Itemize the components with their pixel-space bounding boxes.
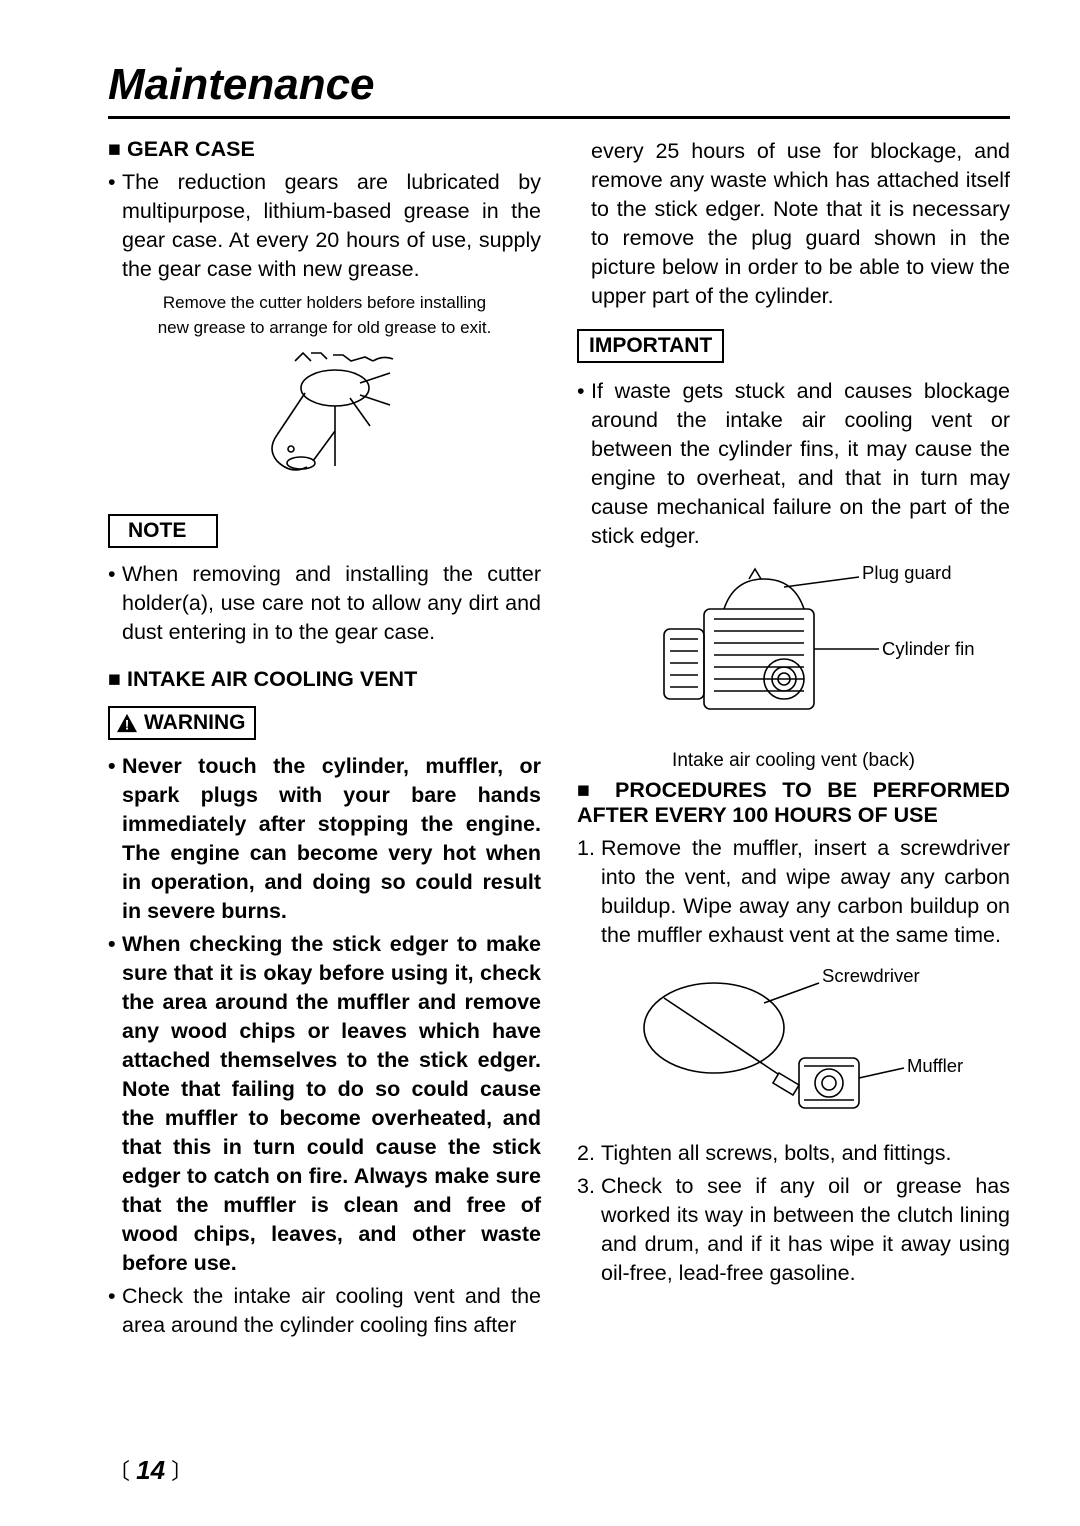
gear-case-heading: GEAR CASE xyxy=(108,137,541,162)
figure-caption-line1: Remove the cutter holders before install… xyxy=(108,292,541,313)
bullet-mark: • xyxy=(108,930,122,1278)
procedure-item-2: 2. Tighten all screws, bolts, and fittin… xyxy=(577,1139,1010,1168)
continuation-text: every 25 hours of use for blockage, and … xyxy=(577,137,1010,311)
bullet-mark: • xyxy=(108,168,122,284)
warning-box: ! WARNING xyxy=(108,706,256,740)
screwdriver-label: Screwdriver xyxy=(822,965,920,986)
bullet-mark: • xyxy=(577,377,591,551)
procedure-number: 1. xyxy=(577,834,601,950)
bullet-mark: • xyxy=(108,560,122,647)
gear-case-bullet: • The reduction gears are lubricated by … xyxy=(108,168,541,284)
page-title: Maintenance xyxy=(108,60,1010,110)
procedure-text-2: Tighten all screws, bolts, and fittings. xyxy=(601,1139,1010,1168)
procedure-number: 2. xyxy=(577,1139,601,1168)
procedure-text-3: Check to see if any oil or grease has wo… xyxy=(601,1172,1010,1288)
important-text: If waste gets stuck and causes blockage … xyxy=(591,377,1010,551)
note-bullet: • When removing and installing the cutte… xyxy=(108,560,541,647)
muffler-illustration: Screwdriver Muffler xyxy=(604,958,984,1128)
engine-illustration: Plug guard Cylinder fin xyxy=(604,559,984,739)
figure-gear-case: Remove the cutter holders before install… xyxy=(108,292,541,498)
warning-text-1: Never touch the cylinder, muffler, or sp… xyxy=(122,752,541,926)
cylinder-fin-label: Cylinder fin xyxy=(882,638,975,659)
bullet-mark: • xyxy=(108,1282,122,1340)
note-box: NOTE xyxy=(108,514,218,548)
warning-bullet-1: • Never touch the cylinder, muffler, or … xyxy=(108,752,541,926)
procedures-heading: PROCEDURES TO BE PERFORMED AFTER EVERY 1… xyxy=(577,778,1010,828)
warning-bullet-2: • When checking the stick edger to make … xyxy=(108,930,541,1278)
warning-bullet-3: • Check the intake air cooling vent and … xyxy=(108,1282,541,1340)
intake-heading: INTAKE AIR COOLING VENT xyxy=(108,667,541,692)
warning-triangle-icon: ! xyxy=(116,713,138,733)
procedure-item-3: 3. Check to see if any oil or grease has… xyxy=(577,1172,1010,1288)
svg-text:!: ! xyxy=(125,717,130,732)
figure-caption-line2: new grease to arrange for old grease to … xyxy=(108,317,541,338)
procedure-item-1: 1. Remove the muffler, insert a screwdri… xyxy=(577,834,1010,950)
warning-text-2: When checking the stick edger to make su… xyxy=(122,930,541,1278)
left-column: GEAR CASE • The reduction gears are lubr… xyxy=(108,137,541,1344)
plug-guard-label: Plug guard xyxy=(862,562,951,583)
page-number: 〔 14 〕 xyxy=(108,1454,193,1486)
warning-label: WARNING xyxy=(144,711,246,735)
muffler-label: Muffler xyxy=(907,1055,963,1076)
figure-muffler: Screwdriver Muffler xyxy=(577,958,1010,1133)
important-box: IMPORTANT xyxy=(577,329,724,363)
content-columns: GEAR CASE • The reduction gears are lubr… xyxy=(108,137,1010,1344)
title-rule xyxy=(108,116,1010,119)
gear-case-illustration xyxy=(185,343,465,493)
right-column: every 25 hours of use for blockage, and … xyxy=(577,137,1010,1344)
important-bullet: • If waste gets stuck and causes blockag… xyxy=(577,377,1010,551)
procedure-text-1: Remove the muffler, insert a screwdriver… xyxy=(601,834,1010,950)
bullet-mark: • xyxy=(108,752,122,926)
procedure-number: 3. xyxy=(577,1172,601,1288)
warning-text-3: Check the intake air cooling vent and th… xyxy=(122,1282,541,1340)
figure-engine: Plug guard Cylinder fin Intake air cooli… xyxy=(577,559,1010,772)
gear-case-text: The reduction gears are lubricated by mu… xyxy=(122,168,541,284)
intake-caption: Intake air cooling vent (back) xyxy=(577,750,1010,772)
note-text: When removing and installing the cutter … xyxy=(122,560,541,647)
